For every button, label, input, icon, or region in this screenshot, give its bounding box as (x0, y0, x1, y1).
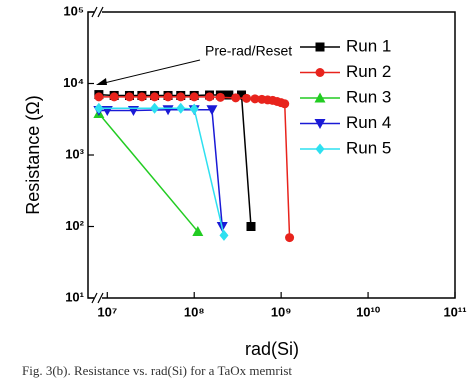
x-tick-label: 10¹⁰ (356, 304, 381, 319)
data-point (246, 222, 256, 231)
data-point (163, 92, 173, 102)
legend-label: Run 4 (346, 113, 391, 132)
data-point (94, 92, 104, 102)
y-tick-label: 10⁴ (63, 75, 84, 90)
series-line (98, 113, 199, 233)
data-point (219, 229, 229, 241)
data-point (176, 102, 186, 114)
data-point (150, 102, 160, 114)
data-point (242, 93, 252, 103)
y-tick-label: 10⁵ (63, 3, 84, 18)
data-point (237, 90, 247, 100)
annotation: Pre-rad/Reset (205, 43, 292, 59)
legend-marker (314, 119, 326, 129)
data-point (206, 105, 218, 116)
y-tick-label: 10³ (65, 146, 84, 161)
y-axis-title: Resistance (Ω) (23, 95, 43, 215)
data-point (285, 233, 295, 243)
annotation-arrow (99, 59, 201, 85)
x-tick-label: 10¹¹ (443, 304, 466, 319)
legend-marker (315, 42, 325, 52)
data-point (280, 99, 290, 109)
data-point (192, 226, 204, 237)
y-tick-label: 10¹ (65, 289, 84, 304)
data-point (109, 92, 119, 102)
data-point (189, 92, 199, 102)
axis-break (91, 6, 104, 304)
arrow-head (96, 78, 107, 85)
series-line (98, 108, 223, 227)
data-point (189, 103, 199, 115)
data-point (205, 92, 215, 102)
data-point (224, 90, 234, 100)
legend-label: Run 3 (346, 87, 391, 106)
y-tick-label: 10² (65, 218, 84, 233)
data-point (250, 94, 260, 104)
x-tick-label: 10⁷ (97, 304, 117, 319)
data-point (176, 92, 186, 102)
legend-marker (315, 68, 325, 77)
legend-label: Run 5 (346, 138, 391, 157)
data-point (137, 92, 147, 102)
data-point (124, 92, 134, 102)
caption: Fig. 3(b). Resistance vs. rad(Si) for a … (22, 363, 292, 378)
data-point (94, 102, 104, 114)
legend-marker (314, 92, 326, 103)
series-line (98, 107, 225, 236)
series-line (98, 96, 291, 238)
data-point (231, 93, 241, 103)
legend-label: Run 1 (346, 36, 391, 55)
x-tick-label: 10⁹ (271, 304, 292, 319)
data-point (215, 92, 225, 102)
legend-label: Run 2 (346, 62, 391, 81)
series-line (98, 93, 252, 227)
legend-marker (315, 143, 325, 155)
x-tick-label: 10⁸ (184, 304, 205, 319)
x-axis-title: rad(Si) (245, 339, 299, 359)
data-point (150, 92, 160, 102)
